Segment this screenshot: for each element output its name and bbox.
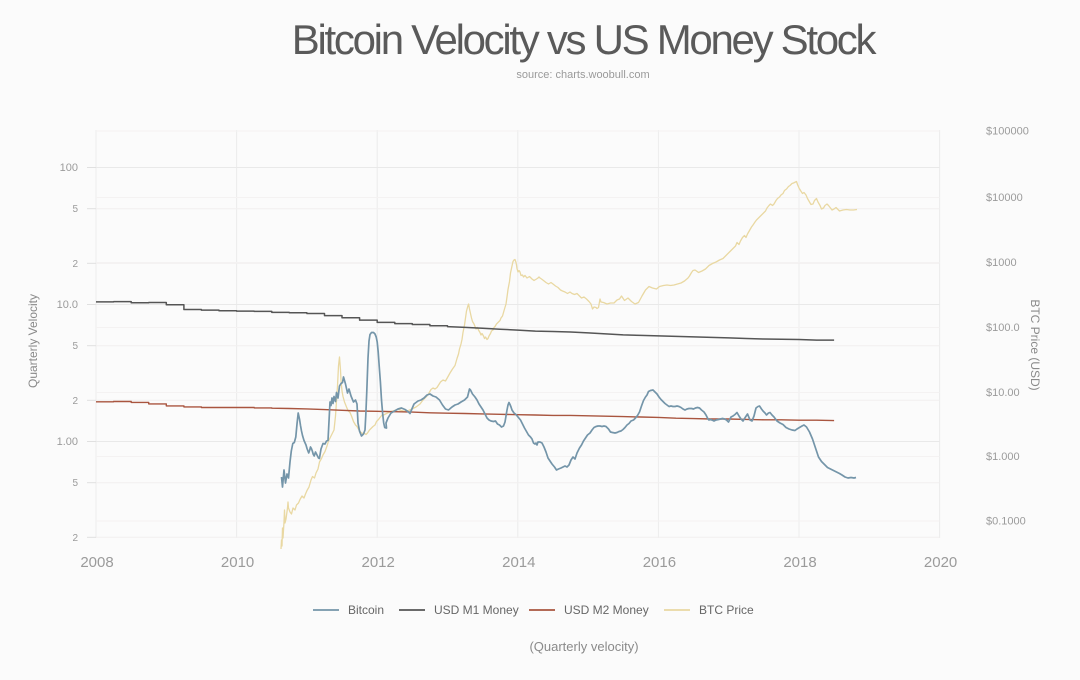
svg-text:2016: 2016 — [643, 554, 676, 571]
svg-text:2012: 2012 — [362, 554, 395, 571]
svg-text:(Quarterly velocity): (Quarterly velocity) — [529, 639, 638, 654]
svg-text:2: 2 — [72, 259, 78, 270]
svg-text:USD M1 Money: USD M1 Money — [434, 603, 519, 617]
svg-text:BTC Price (USD): BTC Price (USD) — [1028, 299, 1042, 390]
svg-text:5: 5 — [72, 341, 78, 352]
svg-text:2: 2 — [72, 396, 78, 407]
svg-text:$1000: $1000 — [986, 257, 1017, 269]
svg-text:$100000: $100000 — [986, 126, 1029, 138]
svg-text:$10000: $10000 — [986, 192, 1023, 204]
svg-text:2010: 2010 — [221, 554, 254, 571]
svg-text:2008: 2008 — [80, 554, 113, 571]
svg-text:5: 5 — [72, 204, 78, 215]
svg-text:Bitcoin: Bitcoin — [348, 603, 384, 617]
svg-text:Bitcoin Velocity vs US Money S: Bitcoin Velocity vs US Money Stock — [292, 16, 878, 63]
svg-text:10.0: 10.0 — [57, 299, 78, 311]
svg-text:$0.1000: $0.1000 — [986, 516, 1026, 528]
svg-text:2018: 2018 — [783, 554, 816, 571]
svg-text:5: 5 — [72, 478, 78, 489]
svg-text:Quarterly Velocity: Quarterly Velocity — [26, 294, 40, 388]
svg-text:USD M2 Money: USD M2 Money — [564, 603, 649, 617]
svg-text:2: 2 — [72, 533, 78, 544]
svg-text:2020: 2020 — [924, 554, 957, 571]
svg-text:source: charts.woobull.com: source: charts.woobull.com — [516, 69, 649, 81]
svg-text:100: 100 — [60, 162, 78, 174]
svg-text:$1.000: $1.000 — [986, 451, 1020, 463]
svg-text:$10.00: $10.00 — [986, 387, 1020, 399]
svg-text:1.00: 1.00 — [57, 436, 78, 448]
svg-text:BTC Price: BTC Price — [699, 603, 754, 617]
svg-text:2014: 2014 — [502, 554, 535, 571]
svg-text:$100.0: $100.0 — [986, 322, 1020, 334]
